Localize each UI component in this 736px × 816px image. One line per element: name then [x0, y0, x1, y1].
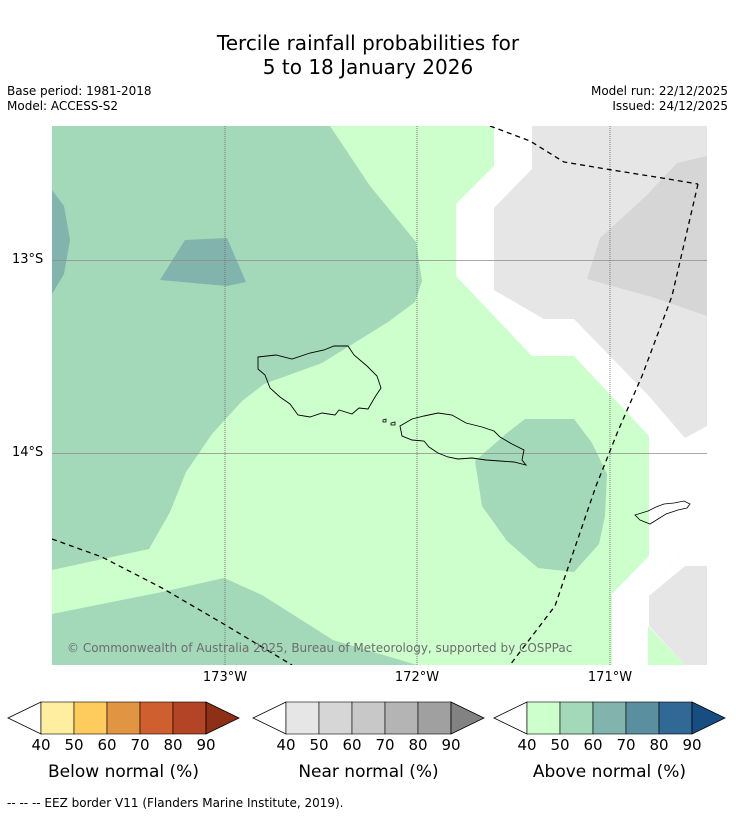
- tutuila-island: [634, 500, 691, 525]
- below-normal-colorbar-min-arrow: [7, 701, 42, 735]
- model-run: Model run: 22/12/2025: [590, 84, 728, 98]
- above-normal-tick-label: 60: [583, 736, 603, 754]
- above-normal-tick-label: 40: [517, 736, 537, 754]
- near-normal-tick-label: 70: [375, 736, 395, 754]
- near-normal-tick-label: 90: [441, 736, 461, 754]
- upolu-island: [399, 412, 528, 466]
- above-normal-colorbar-segment: [592, 701, 627, 735]
- near-normal-tick-label: 60: [342, 736, 362, 754]
- above-normal-colorbar-max-arrow: [691, 701, 726, 735]
- above-normal-60-region-edge: [52, 190, 70, 294]
- savaii-island: [257, 345, 382, 418]
- lon-label-172w: 172°W: [394, 670, 440, 685]
- near-normal-tick-label: 40: [276, 736, 296, 754]
- above-normal-50-region-east: [475, 419, 607, 572]
- probability-map: [52, 126, 707, 665]
- below-normal-colorbar-segment: [40, 701, 75, 735]
- above-normal-50-region-south: [52, 578, 417, 665]
- title-line-1: Tercile rainfall probabilities for: [216, 31, 520, 55]
- near-normal-colorbar-segment: [384, 701, 419, 735]
- below-normal-colorbar-max-arrow: [205, 701, 240, 735]
- above-normal-tick-label: 50: [550, 736, 570, 754]
- above-normal-tick-label: 90: [682, 736, 702, 754]
- manono-island: [390, 421, 396, 426]
- near-normal-colorbar-segment: [417, 701, 452, 735]
- below-normal-tick-label: 40: [31, 736, 51, 754]
- near-normal-colorbar-segment: [318, 701, 353, 735]
- eez-footnote: -- -- -- EEZ border V11 (Flanders Marine…: [7, 796, 344, 810]
- apolima-island: [382, 418, 387, 423]
- near-normal-colorbar-max-arrow: [450, 701, 485, 735]
- above-normal-60-region-north: [160, 238, 246, 286]
- lat-label-14s: 14°S: [12, 445, 44, 460]
- above-normal-colorbar-segment: [625, 701, 660, 735]
- map-title: Tercile rainfall probabilities for 5 to …: [0, 31, 736, 79]
- below-normal-tick-label: 60: [97, 736, 117, 754]
- near-normal-colorbar-min-arrow: [252, 701, 287, 735]
- meta-right: Model run: 22/12/2025 Issued: 24/12/2025: [591, 84, 728, 114]
- map-canvas: [52, 126, 707, 665]
- near-normal-40-region-south: [649, 566, 707, 665]
- above-normal-colorbar-min-arrow: [493, 701, 528, 735]
- below-normal-colorbar: [7, 701, 240, 735]
- near-normal-tick-label: 50: [309, 736, 329, 754]
- base-period: Base period: 1981-2018: [7, 84, 152, 98]
- above-normal-colorbar-segment: [658, 701, 693, 735]
- below-normal-tick-label: 80: [163, 736, 183, 754]
- above-normal-tick-label: 80: [649, 736, 669, 754]
- lat-label-13s: 13°S: [12, 252, 44, 267]
- below-normal-tick-label: 90: [196, 736, 216, 754]
- near-normal-tick-label: 80: [408, 736, 428, 754]
- below-normal-colorbar-segment: [172, 701, 207, 735]
- no-signal-corridor: [456, 126, 685, 665]
- title-line-2: 5 to 18 January 2026: [262, 55, 474, 79]
- lon-label-173w: 173°W: [202, 670, 248, 685]
- colorbar-legend: [7, 701, 726, 735]
- above-normal-colorbar: [493, 701, 726, 735]
- above-normal-colorbar-segment: [559, 701, 594, 735]
- near-normal-colorbar-label: Near normal (%): [298, 762, 439, 782]
- meta-left: Base period: 1981-2018 Model: ACCESS-S2: [7, 84, 152, 114]
- below-normal-colorbar-segment: [139, 701, 174, 735]
- lon-label-171w: 171°W: [587, 670, 633, 685]
- eez-border-southwest: [52, 538, 293, 665]
- near-normal-colorbar-segment: [351, 701, 386, 735]
- below-normal-colorbar-segment: [106, 701, 141, 735]
- above-normal-50-region-west: [52, 126, 422, 570]
- above-normal-colorbar-segment: [526, 701, 561, 735]
- near-normal-colorbar-segment: [285, 701, 320, 735]
- issued-date: Issued: 24/12/2025: [612, 99, 728, 113]
- above-normal-tick-label: 70: [616, 736, 636, 754]
- near-normal-colorbar: [252, 701, 485, 735]
- above-normal-colorbar-label: Above normal (%): [532, 762, 687, 782]
- below-normal-tick-label: 70: [130, 736, 150, 754]
- below-normal-tick-label: 50: [64, 736, 84, 754]
- below-normal-colorbar-label: Below normal (%): [48, 762, 199, 782]
- copyright-notice: © Commonwealth of Australia 2025, Bureau…: [67, 641, 573, 655]
- below-normal-colorbar-segment: [73, 701, 108, 735]
- eez-border-east: [509, 183, 699, 665]
- model-name: Model: ACCESS-S2: [7, 99, 119, 113]
